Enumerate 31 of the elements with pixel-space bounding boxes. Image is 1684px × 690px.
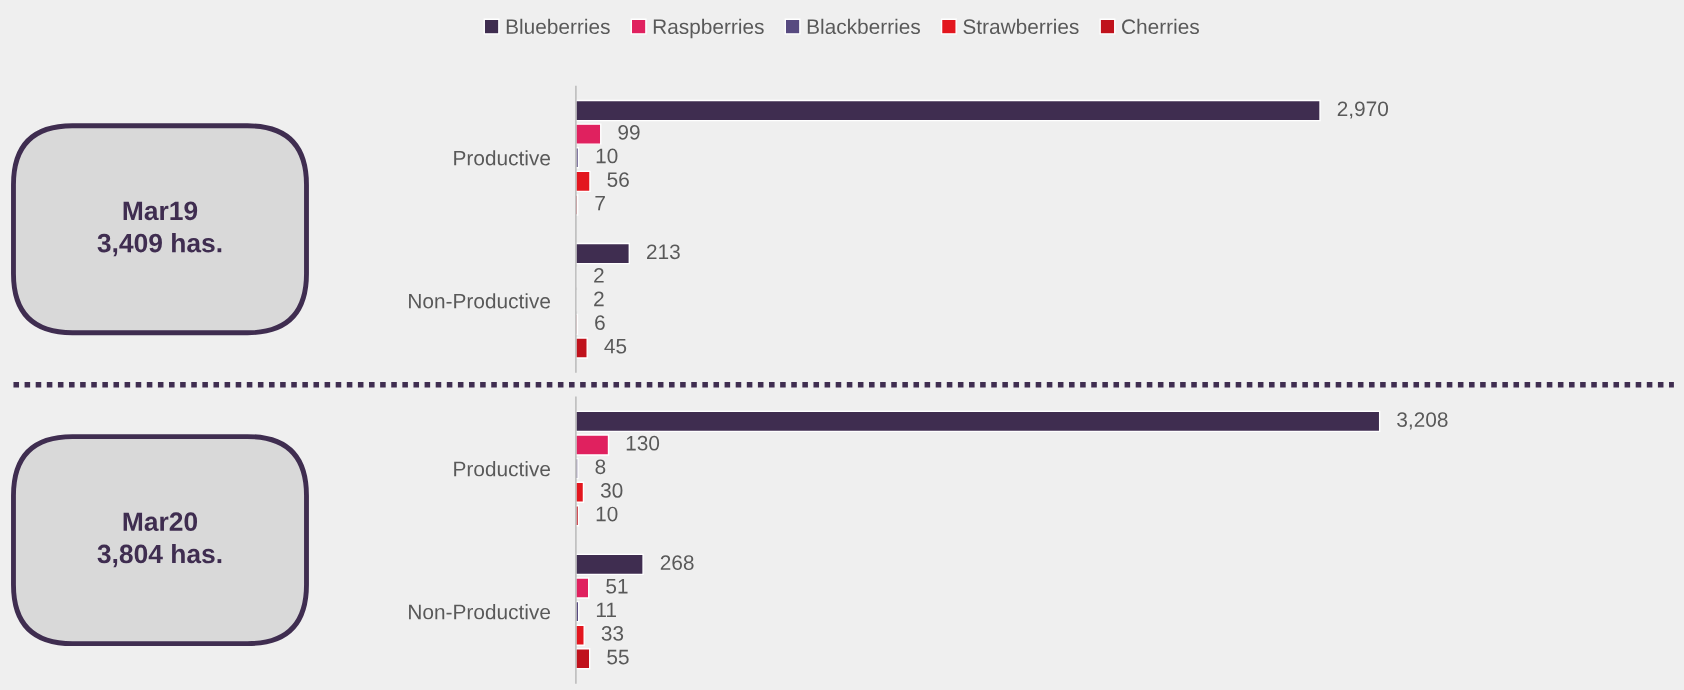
legend-label: Cherries xyxy=(1122,18,1199,35)
data-label: 51 xyxy=(606,579,628,594)
text: Mar19 3,409 has. xyxy=(97,201,222,257)
data-label: 130 xyxy=(626,435,660,451)
y-tick-label: Productive xyxy=(454,150,551,166)
data-label: 10 xyxy=(596,506,618,522)
data-label: 8 xyxy=(595,459,606,475)
data-label: 33 xyxy=(601,626,624,641)
data-label: 45 xyxy=(604,339,627,354)
text: Mar20 3,804 has. xyxy=(97,512,222,568)
data-label: 30 xyxy=(600,483,623,498)
data-label: 99 xyxy=(618,125,640,140)
data-label: 2 xyxy=(594,291,604,307)
legend-label: Blueberries xyxy=(506,18,610,35)
data-label: 10 xyxy=(596,148,618,164)
data-label: 213 xyxy=(647,244,680,260)
data-label: 2,970 xyxy=(1337,101,1389,119)
legend-label: Strawberries xyxy=(963,18,1079,35)
data-label: 55 xyxy=(607,649,629,665)
data-label: 56 xyxy=(607,172,629,187)
legend-label: Raspberries xyxy=(653,18,764,39)
data-label: 3,208 xyxy=(1397,412,1448,430)
y-tick-label: Non-Productive xyxy=(409,604,551,620)
data-label: 7 xyxy=(595,196,605,211)
legend-label: Blackberries xyxy=(807,18,920,35)
data-label: 2 xyxy=(594,268,604,283)
y-tick-label: Non-Productive xyxy=(409,293,551,309)
data-label: 6 xyxy=(595,315,605,330)
y-tick-label: Productive xyxy=(454,461,551,477)
data-label: 268 xyxy=(660,555,694,570)
data-label: 11 xyxy=(596,602,616,617)
